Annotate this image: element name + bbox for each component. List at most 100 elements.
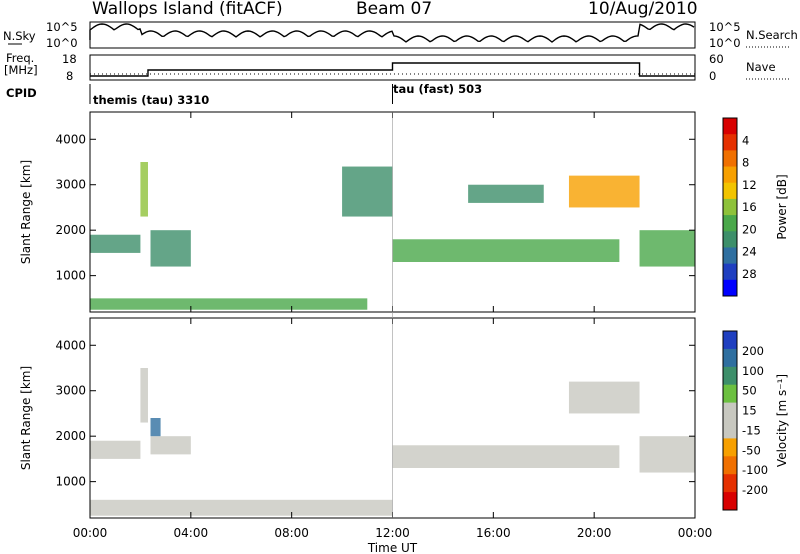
power-colorbar-tick-2: 12 bbox=[742, 178, 757, 192]
power-region-8 bbox=[639, 230, 695, 267]
date-title: 10/Aug/2010 bbox=[588, 0, 698, 19]
power-colorbar-cell-3 bbox=[723, 166, 737, 184]
power-region-5 bbox=[392, 239, 620, 262]
velocity-colorbar-tick-6: -100 bbox=[742, 463, 768, 477]
noise-panel-frame bbox=[89, 21, 696, 49]
velocity-colorbar-tick-7: -200 bbox=[742, 483, 768, 497]
power-colorbar-tick-3: 16 bbox=[742, 200, 757, 214]
time-tick-label-0: 00:00 bbox=[73, 526, 108, 540]
freq-label: Freq. bbox=[6, 51, 35, 65]
velocity-colorbar-cell-0 bbox=[723, 331, 737, 350]
velocity-ytick-label-1: 2000 bbox=[55, 429, 86, 443]
velocity-colorbar-cell-3 bbox=[723, 384, 737, 404]
velocity-ylabel: Slant Range [km] bbox=[19, 366, 33, 470]
site-title: Wallops Island (fitACF) bbox=[92, 0, 283, 19]
nsky-label: N.Sky bbox=[3, 29, 36, 43]
velocity-panel bbox=[89, 317, 738, 519]
power-ytick-label-2: 3000 bbox=[55, 178, 86, 192]
freq-trace bbox=[90, 62, 695, 77]
power-colorbar-cell-1 bbox=[723, 134, 737, 151]
power-region-4 bbox=[342, 166, 393, 217]
noise-sky-trace bbox=[89, 23, 695, 43]
velocity-region-0 bbox=[90, 440, 141, 459]
velocity-colorbar-label: Velocity [m s⁻¹] bbox=[775, 374, 789, 467]
velocity-colorbar-cell-6 bbox=[723, 438, 737, 457]
power-ytick-label-3: 4000 bbox=[55, 132, 86, 146]
power-colorbar-tick-5: 24 bbox=[742, 245, 757, 259]
freq-tick-bottom: 8 bbox=[66, 69, 74, 83]
velocity-region-3 bbox=[150, 418, 161, 437]
power-colorbar-cell-0 bbox=[723, 118, 737, 135]
power-colorbar-cell-10 bbox=[723, 279, 737, 297]
power-ytick-label-1: 2000 bbox=[55, 223, 86, 237]
velocity-colorbar-tick-2: 50 bbox=[742, 384, 757, 398]
power-ylabel: Slant Range [km] bbox=[19, 160, 33, 264]
velocity-region-7 bbox=[639, 436, 695, 473]
cpid-mode-1: themis (tau) 3310 bbox=[93, 93, 210, 107]
power-region-6 bbox=[468, 184, 544, 203]
velocity-colorbar-tick-4: -15 bbox=[742, 423, 761, 437]
power-colorbar-frame bbox=[722, 117, 738, 297]
freq-tick-top: 18 bbox=[62, 52, 77, 66]
freq-panel-frame bbox=[89, 54, 696, 81]
velocity-ytick-label-2: 3000 bbox=[55, 384, 86, 398]
nsearch-label: N.Search bbox=[746, 28, 798, 42]
power-colorbar-label: Power [dB] bbox=[775, 174, 789, 239]
nave-tick-top: 60 bbox=[709, 52, 724, 66]
nave-tick-bottom: 0 bbox=[709, 69, 717, 83]
time-tick-label-5: 20:00 bbox=[577, 526, 612, 540]
velocity-colorbar-cell-2 bbox=[723, 366, 737, 386]
nsearch-tick-top: 10^5 bbox=[709, 20, 741, 34]
velocity-colorbar-cell-5 bbox=[723, 420, 737, 439]
nsearch-tick-bottom: 10^0 bbox=[709, 36, 741, 50]
velocity-colorbar-cell-4 bbox=[723, 402, 737, 421]
time-tick-label-1: 04:00 bbox=[174, 526, 209, 540]
power-ytick-label-0: 1000 bbox=[55, 269, 86, 283]
power-region-1 bbox=[140, 162, 148, 217]
time-axis-label: Time UT bbox=[367, 541, 418, 554]
power-colorbar-tick-6: 28 bbox=[742, 267, 757, 281]
velocity-colorbar-tick-3: 15 bbox=[742, 404, 757, 418]
power-region-7 bbox=[568, 175, 640, 208]
nsky-tick-bottom: 10^0 bbox=[46, 36, 78, 50]
power-colorbar-cell-2 bbox=[723, 150, 737, 168]
power-colorbar-cell-7 bbox=[723, 231, 737, 248]
velocity-colorbar-tick-0: 200 bbox=[742, 344, 764, 358]
nsky-tick-top: 10^5 bbox=[46, 20, 78, 34]
velocity-colorbar-cell-7 bbox=[723, 456, 737, 475]
velocity-region-2 bbox=[150, 436, 191, 455]
power-colorbar-cell-4 bbox=[723, 182, 737, 200]
velocity-region-5 bbox=[392, 445, 620, 468]
cpid-label: CPID bbox=[6, 86, 37, 100]
velocity-colorbar-cell-9 bbox=[723, 492, 737, 511]
power-colorbar-tick-0: 4 bbox=[742, 133, 749, 147]
power-colorbar-cell-8 bbox=[723, 247, 737, 265]
velocity-region-6 bbox=[568, 381, 640, 414]
freq-unit-label: [MHz] bbox=[4, 63, 38, 77]
power-region-3 bbox=[90, 298, 368, 310]
velocity-ytick-label-3: 4000 bbox=[55, 338, 86, 352]
nave-label: Nave bbox=[746, 60, 776, 74]
power-region-0 bbox=[90, 234, 141, 253]
time-tick-label-4: 16:00 bbox=[476, 526, 511, 540]
time-tick-label-2: 08:00 bbox=[274, 526, 309, 540]
velocity-region-1 bbox=[140, 368, 148, 423]
cpid-mode-2: tau (fast) 503 bbox=[393, 82, 483, 96]
time-tick-label-3: 12:00 bbox=[375, 526, 410, 540]
beam-title: Beam 07 bbox=[356, 0, 433, 19]
power-region-2 bbox=[150, 230, 191, 267]
velocity-colorbar-cell-8 bbox=[723, 474, 737, 493]
power-panel bbox=[89, 111, 738, 313]
velocity-ytick-label-0: 1000 bbox=[55, 475, 86, 489]
velocity-colorbar-tick-1: 100 bbox=[742, 364, 764, 378]
velocity-colorbar-tick-5: -50 bbox=[742, 443, 761, 457]
velocity-region-4 bbox=[90, 499, 393, 516]
power-colorbar-tick-4: 20 bbox=[742, 222, 757, 236]
power-colorbar-cell-5 bbox=[723, 198, 737, 216]
velocity-colorbar-frame bbox=[722, 330, 738, 511]
power-colorbar-cell-9 bbox=[723, 263, 737, 281]
velocity-colorbar-cell-1 bbox=[723, 348, 737, 368]
power-colorbar-cell-6 bbox=[723, 215, 737, 232]
power-colorbar-tick-1: 8 bbox=[742, 156, 749, 170]
